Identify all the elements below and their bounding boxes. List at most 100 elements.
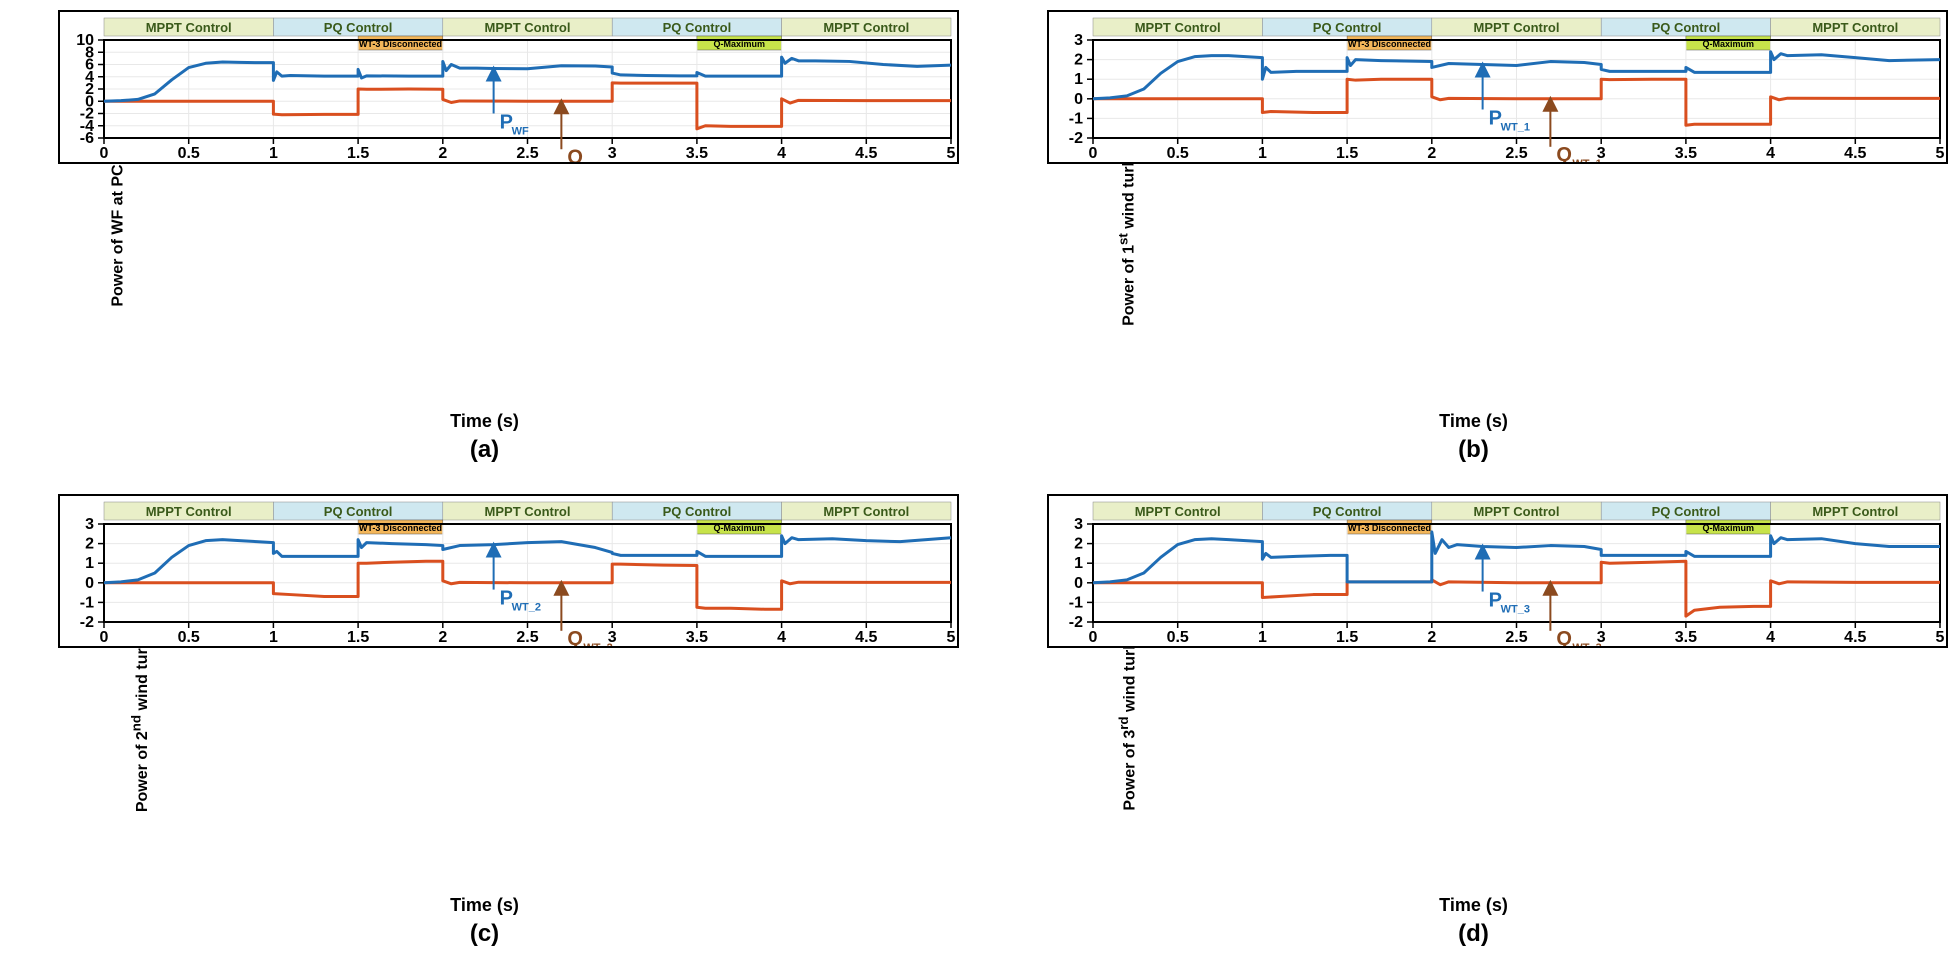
svg-text:PQ Control: PQ Control — [663, 20, 732, 35]
x-axis-label-a: Time (s) — [10, 411, 959, 432]
chart-a: MPPT Control PQ Control MPPT Control PQ Con… — [60, 12, 957, 162]
svg-text:2: 2 — [85, 536, 94, 553]
svg-text:Q: Q — [1556, 144, 1572, 162]
svg-text:-1: -1 — [1069, 594, 1083, 611]
x-axis-label-c: Time (s) — [10, 895, 959, 916]
svg-text:MPPT Control: MPPT Control — [1812, 504, 1898, 519]
svg-text:WT_2: WT_2 — [583, 642, 612, 646]
svg-text:1: 1 — [1258, 629, 1267, 646]
svg-text:0: 0 — [1089, 145, 1098, 162]
svg-text:MPPT Control: MPPT Control — [485, 20, 571, 35]
svg-text:0: 0 — [1074, 575, 1083, 592]
svg-text:2: 2 — [1074, 536, 1083, 553]
svg-text:Q: Q — [1556, 628, 1572, 646]
svg-text:MPPT Control: MPPT Control — [1135, 504, 1221, 519]
svg-text:3.5: 3.5 — [686, 629, 708, 646]
svg-text:0: 0 — [1089, 629, 1098, 646]
subplot-label-c: (c) — [10, 920, 959, 948]
x-axis-label-b: Time (s) — [999, 411, 1948, 432]
svg-text:3: 3 — [608, 145, 617, 162]
svg-text:2: 2 — [1427, 629, 1436, 646]
svg-text:0.5: 0.5 — [178, 145, 200, 162]
svg-text:PQ Control: PQ Control — [324, 20, 393, 35]
svg-text:0: 0 — [100, 629, 109, 646]
svg-text:1: 1 — [1074, 555, 1083, 572]
svg-text:3.5: 3.5 — [1675, 629, 1697, 646]
svg-text:1: 1 — [269, 145, 278, 162]
svg-text:1: 1 — [269, 629, 278, 646]
svg-text:PQ Control: PQ Control — [1313, 504, 1382, 519]
svg-text:MPPT Control: MPPT Control — [823, 20, 909, 35]
svg-text:1: 1 — [1258, 145, 1267, 162]
svg-text:2.5: 2.5 — [516, 145, 538, 162]
panel-c: Power of 2nd wind turbine (MW) MPPT Cont… — [10, 494, 959, 948]
svg-text:4: 4 — [777, 629, 786, 646]
svg-text:4: 4 — [1766, 629, 1775, 646]
svg-text:WT_1: WT_1 — [1572, 158, 1601, 162]
svg-text:PQ Control: PQ Control — [324, 504, 393, 519]
svg-text:1.5: 1.5 — [1336, 145, 1358, 162]
svg-text:2.5: 2.5 — [1505, 145, 1527, 162]
svg-text:4: 4 — [1766, 145, 1775, 162]
svg-text:3: 3 — [1074, 516, 1083, 533]
svg-text:PQ Control: PQ Control — [663, 504, 732, 519]
svg-text:0.5: 0.5 — [1167, 629, 1189, 646]
subplot-label-d: (d) — [999, 920, 1948, 948]
svg-text:PQ Control: PQ Control — [1652, 504, 1721, 519]
svg-text:-2: -2 — [1069, 614, 1083, 631]
svg-text:0: 0 — [85, 575, 94, 592]
svg-text:4.5: 4.5 — [855, 145, 877, 162]
svg-text:-1: -1 — [80, 594, 94, 611]
svg-text:WF: WF — [512, 125, 529, 137]
svg-text:3.5: 3.5 — [1675, 145, 1697, 162]
svg-text:4: 4 — [777, 145, 786, 162]
svg-text:2: 2 — [1427, 145, 1436, 162]
svg-text:MPPT Control: MPPT Control — [146, 20, 232, 35]
svg-text:1.5: 1.5 — [347, 145, 369, 162]
chart-c: MPPT Control PQ Control MPPT Control PQ Con… — [60, 496, 957, 646]
panel-b: Power of 1st wind turbine (MW) MPPT Cont… — [999, 10, 1948, 464]
subplot-label-b: (b) — [999, 436, 1948, 464]
chart-d: MPPT Control PQ Control MPPT Control PQ Con… — [1049, 496, 1946, 646]
svg-text:MPPT Control: MPPT Control — [1812, 20, 1898, 35]
svg-text:-2: -2 — [1069, 130, 1083, 147]
svg-text:3: 3 — [1074, 32, 1083, 49]
svg-text:MPPT Control: MPPT Control — [1474, 504, 1560, 519]
svg-text:1: 1 — [85, 555, 94, 572]
svg-text:WT_2: WT_2 — [512, 602, 541, 614]
svg-text:MPPT Control: MPPT Control — [1474, 20, 1560, 35]
svg-text:WT_1: WT_1 — [1501, 122, 1530, 134]
svg-text:0.5: 0.5 — [178, 629, 200, 646]
svg-text:1: 1 — [1074, 71, 1083, 88]
panel-a: Power of WF at PCC (MW) MPPT ControlPQ C… — [10, 10, 959, 464]
svg-text:5: 5 — [947, 629, 956, 646]
svg-text:2.5: 2.5 — [516, 629, 538, 646]
svg-text:MPPT Control: MPPT Control — [485, 504, 571, 519]
svg-text:0: 0 — [1074, 91, 1083, 108]
svg-text:0: 0 — [100, 145, 109, 162]
svg-text:1.5: 1.5 — [347, 629, 369, 646]
chart-b: MPPT Control PQ Control MPPT Control PQ Con… — [1049, 12, 1946, 162]
svg-text:0.5: 0.5 — [1167, 145, 1189, 162]
svg-text:4.5: 4.5 — [1844, 145, 1866, 162]
svg-text:10: 10 — [76, 32, 94, 49]
svg-text:2.5: 2.5 — [1505, 629, 1527, 646]
svg-text:5: 5 — [947, 145, 956, 162]
svg-text:5: 5 — [1936, 629, 1945, 646]
svg-text:3: 3 — [85, 516, 94, 533]
svg-text:PQ Control: PQ Control — [1313, 20, 1382, 35]
svg-text:1.5: 1.5 — [1336, 629, 1358, 646]
charts-grid: Power of WF at PCC (MW) MPPT ControlPQ C… — [10, 10, 1948, 948]
x-axis-label-d: Time (s) — [999, 895, 1948, 916]
svg-text:Q: Q — [567, 146, 583, 162]
svg-text:2: 2 — [438, 145, 447, 162]
svg-text:MPPT Control: MPPT Control — [1135, 20, 1221, 35]
svg-text:5: 5 — [1936, 145, 1945, 162]
svg-text:MPPT Control: MPPT Control — [823, 504, 909, 519]
svg-text:4.5: 4.5 — [1844, 629, 1866, 646]
svg-text:PQ Control: PQ Control — [1652, 20, 1721, 35]
svg-text:WT_3: WT_3 — [1572, 642, 1601, 646]
svg-text:4.5: 4.5 — [855, 629, 877, 646]
svg-text:WF: WF — [583, 160, 600, 162]
svg-text:2: 2 — [438, 629, 447, 646]
